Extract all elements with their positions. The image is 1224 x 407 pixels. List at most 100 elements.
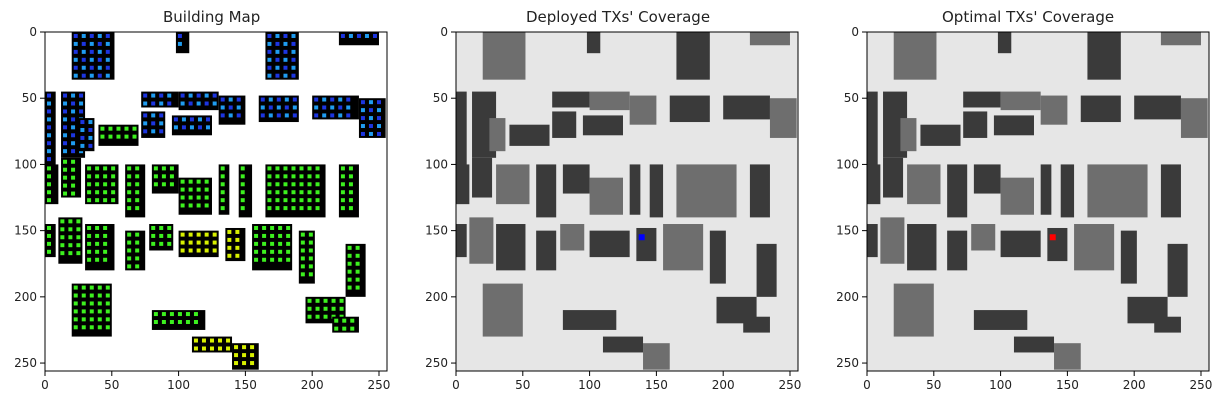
sensor-marker xyxy=(339,306,344,311)
sensor-marker xyxy=(151,233,156,238)
sensor-marker xyxy=(346,97,351,102)
sensor-marker xyxy=(111,198,116,203)
building-footprint xyxy=(586,32,601,54)
sensor-marker xyxy=(340,33,345,38)
sensor-marker xyxy=(364,33,369,38)
sensor-marker xyxy=(63,141,68,146)
sensor-marker xyxy=(275,65,280,70)
building-footprint xyxy=(1154,316,1181,333)
sensor-marker xyxy=(47,198,52,203)
sensor-marker xyxy=(291,49,296,54)
sensor-marker xyxy=(97,65,102,70)
sensor-marker xyxy=(291,166,296,171)
sensor-marker xyxy=(226,338,231,343)
y-tick-label: 50 xyxy=(433,91,448,105)
sensor-marker xyxy=(188,232,193,237)
sensor-marker xyxy=(350,326,355,331)
sensor-marker xyxy=(73,65,78,70)
sensor-marker xyxy=(97,49,102,54)
x-tick-label: 100 xyxy=(167,378,190,392)
sensor-marker xyxy=(204,195,209,200)
sensor-marker xyxy=(270,257,275,262)
sensor-marker xyxy=(81,285,86,290)
sensor-marker xyxy=(127,174,132,179)
sensor-marker xyxy=(71,101,76,106)
sensor-marker xyxy=(235,229,240,234)
building-footprint xyxy=(456,91,467,172)
sensor-marker xyxy=(76,227,81,232)
sensor-marker xyxy=(79,93,84,98)
sensor-marker xyxy=(204,187,209,192)
sensor-marker xyxy=(116,134,121,139)
sensor-marker xyxy=(275,73,280,78)
sensor-marker xyxy=(167,225,172,230)
sensor-marker xyxy=(127,248,132,253)
sensor-marker xyxy=(88,135,93,140)
sensor-marker xyxy=(283,33,288,38)
sensor-marker xyxy=(73,325,78,330)
sensor-marker xyxy=(308,272,313,277)
sensor-marker xyxy=(81,309,86,314)
building-footprint xyxy=(1080,95,1121,123)
sensor-marker xyxy=(315,182,320,187)
sensor-marker xyxy=(300,264,305,269)
y-tick-label: 0 xyxy=(29,25,37,39)
sensor-marker xyxy=(180,195,185,200)
building-footprint xyxy=(1160,32,1201,46)
sensor-marker xyxy=(47,149,52,154)
x-tick-label: 200 xyxy=(712,378,735,392)
sensor-marker xyxy=(97,57,102,62)
sensor-marker xyxy=(189,125,194,130)
sensor-marker xyxy=(127,264,132,269)
sensor-marker xyxy=(342,326,347,331)
sensor-marker xyxy=(283,65,288,70)
sensor-marker xyxy=(275,166,280,171)
sensor-marker xyxy=(159,241,164,246)
x-tick-label: 50 xyxy=(104,378,119,392)
sensor-marker xyxy=(346,105,351,110)
sensor-marker xyxy=(315,298,320,303)
sensor-marker xyxy=(89,317,94,322)
sensor-marker xyxy=(314,113,319,118)
sensor-marker xyxy=(240,166,245,171)
sensor-marker xyxy=(355,245,360,250)
sensor-marker xyxy=(111,174,116,179)
sensor-marker xyxy=(167,241,172,246)
sensor-marker xyxy=(278,225,283,230)
sensor-marker xyxy=(105,73,110,78)
building-footprint xyxy=(489,118,506,152)
building-footprint xyxy=(338,32,379,46)
sensor-marker xyxy=(268,97,273,102)
sensor-marker xyxy=(275,174,280,179)
building-footprint xyxy=(78,118,95,152)
sensor-marker xyxy=(127,256,132,261)
sensor-marker xyxy=(283,73,288,78)
building-footprint xyxy=(536,230,557,271)
sensor-marker xyxy=(159,101,164,106)
plot-frame xyxy=(455,31,799,372)
sensor-marker xyxy=(283,41,288,46)
sensor-marker xyxy=(95,166,100,171)
sensor-marker xyxy=(47,141,52,146)
sensor-marker xyxy=(63,93,68,98)
sensor-marker xyxy=(254,249,259,254)
sensor-marker xyxy=(153,166,158,171)
sensor-marker xyxy=(60,219,65,224)
sensor-marker xyxy=(161,320,166,325)
sensor-marker xyxy=(267,33,272,38)
building-footprint xyxy=(743,316,770,333)
sensor-marker xyxy=(169,320,174,325)
building-footprint xyxy=(175,32,190,54)
sensor-marker xyxy=(322,105,327,110)
sensor-marker xyxy=(63,159,68,164)
sensor-marker xyxy=(360,100,365,105)
sensor-marker xyxy=(95,249,100,254)
sensor-marker xyxy=(153,320,158,325)
building-footprint xyxy=(997,32,1012,54)
sensor-marker xyxy=(71,183,76,188)
sensor-marker xyxy=(254,233,259,238)
sensor-marker xyxy=(87,182,92,187)
y-tick-label: 100 xyxy=(425,157,448,171)
sensor-marker xyxy=(212,93,217,98)
sensor-marker xyxy=(87,166,92,171)
